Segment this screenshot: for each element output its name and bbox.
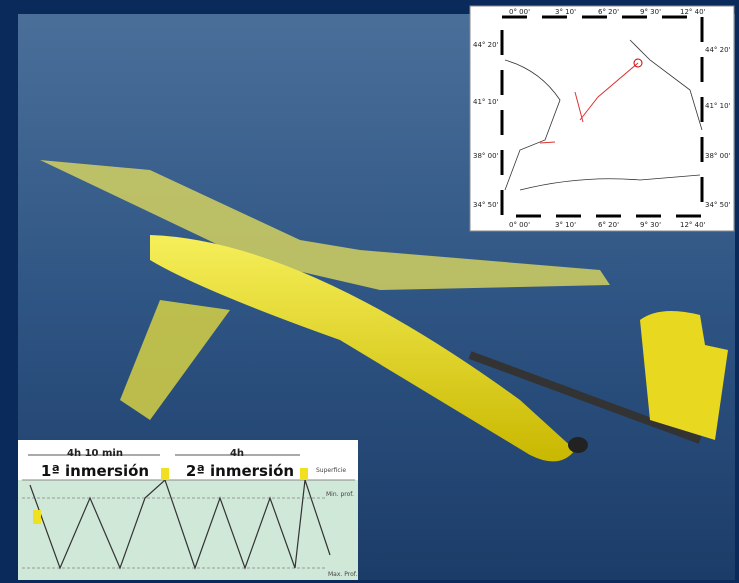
lat-label: 44° 20'	[473, 41, 499, 49]
interval-label: 4h	[230, 448, 244, 459]
min-depth-label: Min. prof.	[326, 491, 354, 498]
lat-label: 34° 50'	[473, 201, 499, 209]
lon-label: 12° 40'	[680, 221, 706, 229]
lat-label: 38° 00'	[705, 152, 731, 160]
lon-label: 3° 10'	[555, 8, 576, 16]
surface-label: Superficie	[316, 467, 346, 474]
lon-label: 0° 00'	[509, 221, 530, 229]
interval-label: 4h 10 min	[67, 448, 123, 459]
dive-diagram: 4h 10 min 4h 1ª inmersión 2ª inmersión S…	[18, 440, 358, 580]
lat-label: 34° 50'	[705, 201, 731, 209]
lon-label: 6° 20'	[598, 8, 619, 16]
lon-label: 12° 40'	[680, 8, 706, 16]
dive-label: 2ª inmersión	[186, 462, 294, 480]
lon-label: 6° 20'	[598, 221, 619, 229]
lon-label: 3° 10'	[555, 221, 576, 229]
lon-label: 9° 30'	[640, 8, 661, 16]
lat-label: 41° 10'	[473, 98, 499, 106]
lon-label: 0° 00'	[509, 8, 530, 16]
dive-label: 1ª inmersión	[41, 462, 149, 480]
max-depth-label: Max. Prof.	[328, 571, 357, 578]
lat-label: 38° 00'	[473, 152, 499, 160]
lat-label: 44° 20'	[705, 46, 731, 54]
map-inset: 0° 00' 3° 10' 6° 20' 9° 30' 12° 40' 0° 00' 3°…	[469, 5, 735, 232]
lat-label: 41° 10'	[705, 102, 731, 110]
lon-label: 9° 30'	[640, 221, 661, 229]
